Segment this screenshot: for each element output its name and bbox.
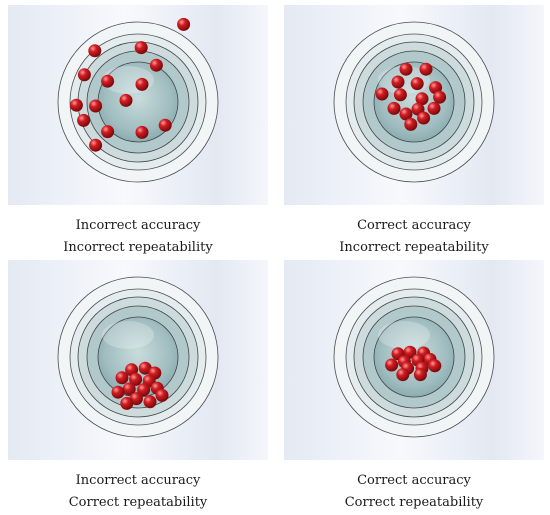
shot-ball [89, 99, 103, 113]
shot-ball [396, 368, 410, 382]
shot-ball [415, 92, 429, 106]
accuracy-label: Incorrect accuracy [75, 473, 201, 488]
shot-ball [89, 138, 103, 152]
repeatability-label: Incorrect repeatability [339, 240, 489, 255]
shot-ball [143, 395, 157, 409]
panel-caption: Correct accuracy Correct repeatability [284, 470, 544, 514]
shot-ball [155, 388, 169, 402]
shot-ball [410, 77, 424, 91]
panel-incorrect-accuracy-correct-repeatability: Incorrect accuracy Correct repeatability [8, 260, 268, 514]
shot-ball [419, 62, 433, 76]
shot-ball [115, 371, 129, 385]
shot-ball [399, 107, 413, 121]
shot-ball [77, 68, 91, 82]
shot-ball [135, 125, 149, 139]
shot-ball [138, 361, 152, 375]
panel-caption: Incorrect accuracy Correct repeatability [8, 470, 268, 514]
shot-ball [428, 359, 442, 373]
panel-correct-accuracy-correct-repeatability: Correct accuracy Correct repeatability [284, 260, 544, 514]
target-rings [57, 276, 219, 438]
shot-ball [101, 125, 115, 139]
shot-ball [417, 111, 431, 125]
repeatability-label: Correct repeatability [344, 495, 484, 510]
shot-ball [69, 98, 83, 112]
shot-ball [177, 17, 191, 31]
shot-ball [403, 345, 417, 359]
accuracy-label: Incorrect accuracy [75, 218, 201, 233]
shot-group [375, 62, 447, 131]
shot-ball [129, 372, 143, 386]
shot-ball [120, 396, 134, 410]
shot-ball [137, 383, 151, 397]
shot-ball [134, 41, 148, 55]
shot-ball [101, 74, 115, 88]
shot-ball [88, 44, 102, 58]
panel-correct-accuracy-incorrect-repeatability: Correct accuracy Incorrect repeatability [284, 5, 544, 259]
shot-ball [413, 368, 427, 382]
target-scene [8, 260, 268, 460]
shot-ball [427, 101, 441, 115]
shot-ball [404, 117, 418, 131]
repeatability-label: Incorrect repeatability [63, 240, 213, 255]
shot-ball [111, 385, 125, 399]
target-scene [284, 5, 544, 205]
repeatability-label: Correct repeatability [68, 495, 208, 510]
shot-ball [399, 62, 413, 76]
shot-ball [158, 118, 172, 132]
shot-group [385, 345, 442, 382]
shot-ball [122, 382, 136, 396]
shot-ball [433, 90, 447, 104]
shot-ball [375, 87, 389, 101]
accuracy-label: Correct accuracy [357, 473, 471, 488]
shot-ball [387, 101, 401, 115]
shot-ball [385, 358, 399, 372]
shot-ball [135, 77, 149, 91]
shot-ball [393, 88, 407, 102]
panel-incorrect-accuracy-incorrect-repeatability: Incorrect accuracy Incorrect repeatabili… [8, 5, 268, 259]
shot-group [69, 17, 191, 152]
panel-caption: Incorrect accuracy Incorrect repeatabili… [8, 215, 268, 259]
accuracy-label: Correct accuracy [357, 218, 471, 233]
shot-group [111, 361, 169, 410]
target-scene [284, 260, 544, 460]
shot-ball [391, 75, 405, 89]
shot-ball [149, 58, 163, 72]
target-scene [8, 5, 268, 205]
target-rings [333, 21, 495, 183]
shot-ball [119, 93, 133, 107]
shot-ball [129, 392, 143, 406]
panel-caption: Correct accuracy Incorrect repeatability [284, 215, 544, 259]
shot-ball [77, 113, 91, 127]
